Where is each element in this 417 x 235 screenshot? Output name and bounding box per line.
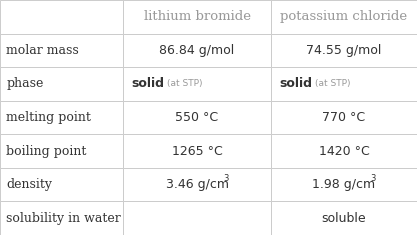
Bar — [0, 0, 123, 34]
Bar — [0, 67, 123, 101]
Bar — [0, 201, 123, 235]
Text: melting point: melting point — [6, 111, 91, 124]
Bar — [123, 168, 271, 201]
Bar — [0, 134, 123, 168]
Bar — [123, 101, 271, 134]
Text: 86.84 g/mol: 86.84 g/mol — [159, 44, 235, 57]
Bar — [271, 134, 417, 168]
Text: potassium chloride: potassium chloride — [281, 10, 407, 23]
Text: 550 °C: 550 °C — [176, 111, 219, 124]
Text: 74.55 g/mol: 74.55 g/mol — [306, 44, 382, 57]
Text: density: density — [6, 178, 52, 191]
Text: solubility in water: solubility in water — [6, 212, 121, 225]
Bar — [271, 0, 417, 34]
Text: solid: solid — [131, 77, 164, 90]
Text: 1.98 g/cm: 1.98 g/cm — [312, 178, 376, 191]
Bar — [0, 101, 123, 134]
Bar — [123, 34, 271, 67]
Bar — [271, 67, 417, 101]
Text: (at STP): (at STP) — [315, 79, 350, 88]
Text: 770 °C: 770 °C — [322, 111, 366, 124]
Text: 3: 3 — [370, 174, 375, 183]
Bar — [271, 201, 417, 235]
Bar — [123, 201, 271, 235]
Text: (at STP): (at STP) — [167, 79, 202, 88]
Text: 1420 °C: 1420 °C — [319, 145, 369, 158]
Bar — [0, 34, 123, 67]
Text: soluble: soluble — [322, 212, 367, 225]
Bar — [271, 168, 417, 201]
Text: 3.46 g/cm: 3.46 g/cm — [166, 178, 229, 191]
Bar — [123, 134, 271, 168]
Text: solid: solid — [279, 77, 312, 90]
Text: boiling point: boiling point — [6, 145, 87, 158]
Text: molar mass: molar mass — [6, 44, 79, 57]
Bar — [0, 168, 123, 201]
Text: 1265 °C: 1265 °C — [172, 145, 222, 158]
Bar — [123, 67, 271, 101]
Text: 3: 3 — [223, 174, 228, 183]
Text: phase: phase — [6, 77, 44, 90]
Text: lithium bromide: lithium bromide — [143, 10, 251, 23]
Bar — [271, 101, 417, 134]
Bar — [123, 0, 271, 34]
Bar — [271, 34, 417, 67]
